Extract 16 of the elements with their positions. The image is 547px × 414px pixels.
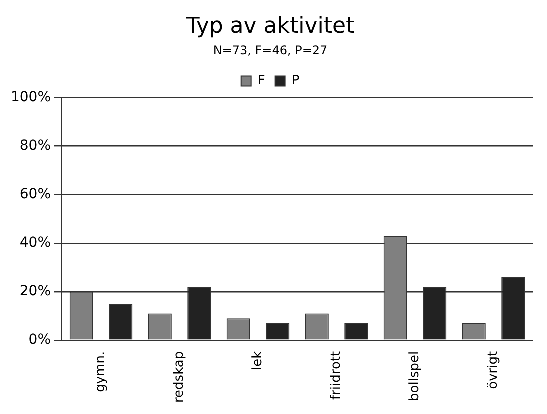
x-tick-label: övrigt xyxy=(486,351,502,390)
y-tick-label: 0% xyxy=(28,332,52,348)
y-tick-label: 100% xyxy=(10,89,52,106)
x-tick-label: redskap xyxy=(172,351,188,404)
legend-label: P xyxy=(292,74,300,89)
x-tick-label: friidrott xyxy=(329,351,344,400)
x-tick-label: lek xyxy=(250,350,266,371)
chart-subtitle: N=73, F=46, P=27 xyxy=(213,44,328,58)
x-tick-label: gymn. xyxy=(94,351,109,392)
legend-label: F xyxy=(258,74,266,89)
x-tick-label: bollspel xyxy=(408,351,423,402)
y-tick-label: 20% xyxy=(20,284,52,300)
y-tick-label: 40% xyxy=(20,235,52,251)
y-tick-label: 60% xyxy=(20,186,52,202)
chart-title: Typ av aktivitet xyxy=(185,14,356,39)
y-tick-label: 80% xyxy=(20,138,52,154)
